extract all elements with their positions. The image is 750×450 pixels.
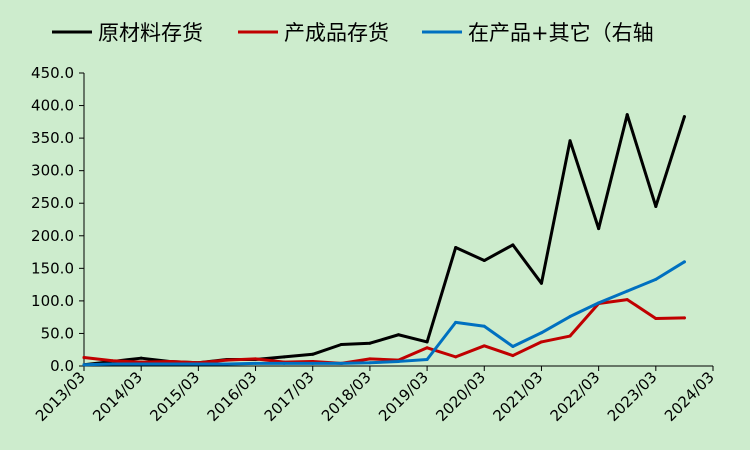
axes: 0.0 50.0 100.0 150.0 200.0 250.0 300.0 350.0 400… — [31, 64, 718, 425]
y-tick-label: 200.0 — [31, 227, 74, 245]
x-tick-label: 2024/03 — [661, 368, 718, 425]
y-tick-label: 450.0 — [31, 64, 74, 82]
series-line — [82, 260, 686, 367]
data-point — [682, 316, 686, 320]
data-point — [368, 357, 372, 361]
data-point — [139, 362, 143, 366]
data-point — [482, 344, 486, 348]
data-point — [339, 343, 343, 347]
data-point — [539, 281, 543, 285]
data-point — [454, 355, 458, 359]
x-tick-label: 2015/03 — [146, 368, 203, 425]
y-tick-label: 300.0 — [31, 162, 74, 180]
data-point — [654, 277, 658, 281]
y-tick-label: 250.0 — [31, 194, 74, 212]
data-point — [597, 227, 601, 231]
data-point — [625, 113, 629, 117]
x-tick-label: 2022/03 — [547, 368, 604, 425]
y-tick-label: 150.0 — [31, 259, 74, 277]
data-point — [425, 346, 429, 350]
data-point — [254, 357, 258, 361]
data-point — [397, 333, 400, 337]
data-point — [654, 204, 658, 208]
series-line — [82, 113, 686, 367]
data-point — [682, 260, 686, 264]
data-point — [625, 289, 629, 293]
data-point — [511, 354, 515, 358]
data-point — [111, 362, 115, 366]
data-point — [654, 316, 658, 320]
data-point — [597, 301, 601, 305]
series-2 — [82, 298, 686, 365]
y-tick-label: 50.0 — [41, 324, 74, 342]
y-tick-label: 400.0 — [31, 97, 74, 115]
x-tick-label: 2014/03 — [89, 368, 146, 425]
x-tick-label: 2013/03 — [32, 368, 89, 425]
series-1 — [82, 113, 686, 367]
data-point — [539, 340, 543, 344]
y-tick-label: 0.0 — [50, 357, 74, 375]
data-point — [397, 359, 400, 363]
data-point — [568, 315, 572, 319]
data-point — [568, 334, 572, 338]
data-point — [454, 245, 458, 249]
data-point — [111, 359, 115, 363]
data-point — [168, 359, 172, 363]
x-tick-label: 2019/03 — [375, 368, 432, 425]
data-point — [368, 341, 372, 345]
x-tick-label: 2018/03 — [318, 368, 375, 425]
data-point — [139, 356, 143, 360]
x-tick-label: 2016/03 — [204, 368, 261, 425]
legend-label: 产成品存货 — [284, 21, 389, 45]
data-point — [425, 357, 429, 361]
plot-area — [82, 113, 686, 367]
x-tick-label: 2021/03 — [489, 368, 546, 425]
data-point — [82, 363, 86, 367]
data-point — [225, 358, 229, 362]
data-point — [339, 361, 343, 365]
data-point — [225, 362, 229, 366]
data-point — [311, 352, 315, 356]
data-point — [454, 320, 458, 324]
series-line — [82, 298, 686, 365]
data-point — [425, 340, 429, 344]
x-tick-label: 2023/03 — [604, 368, 661, 425]
data-point — [282, 361, 286, 365]
legend-label: 原材料存货 — [98, 21, 203, 45]
data-point — [196, 362, 200, 366]
data-point — [282, 355, 286, 359]
series-3 — [82, 260, 686, 367]
x-tick-label: 2020/03 — [432, 368, 489, 425]
legend-item: 原材料存货 — [52, 21, 203, 45]
data-point — [511, 243, 515, 247]
y-tick-label: 350.0 — [31, 129, 74, 147]
data-point — [311, 361, 315, 365]
legend: 原材料存货 产成品存货 在产品+其它（右轴 — [52, 21, 654, 45]
data-point — [511, 344, 515, 348]
legend-item: 在产品+其它（右轴 — [422, 21, 654, 45]
data-point — [482, 324, 486, 328]
data-point — [625, 298, 629, 302]
legend-label: 在产品+其它（右轴 — [468, 21, 654, 45]
data-point — [254, 361, 258, 365]
y-tick-label: 100.0 — [31, 292, 74, 310]
data-point — [482, 259, 486, 263]
x-tick-label: 2017/03 — [261, 368, 318, 425]
data-point — [82, 356, 86, 360]
data-point — [682, 115, 686, 119]
data-point — [368, 361, 372, 365]
data-point — [568, 139, 572, 143]
legend-item: 产成品存货 — [238, 21, 389, 45]
data-point — [168, 362, 172, 366]
data-point — [539, 331, 543, 335]
